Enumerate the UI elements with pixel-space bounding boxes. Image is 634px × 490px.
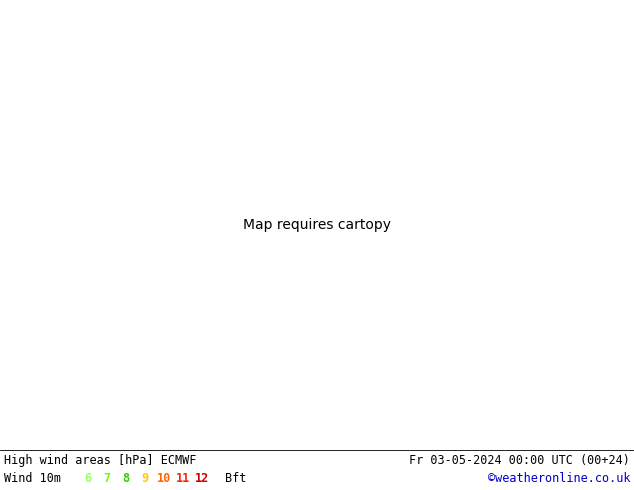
Text: ©weatheronline.co.uk: ©weatheronline.co.uk (488, 472, 630, 486)
Text: 9: 9 (141, 472, 148, 486)
Text: Wind 10m: Wind 10m (4, 472, 61, 486)
Text: High wind areas [hPa] ECMWF: High wind areas [hPa] ECMWF (4, 454, 197, 467)
Text: Map requires cartopy: Map requires cartopy (243, 218, 391, 232)
Text: 6: 6 (84, 472, 91, 486)
Text: Fr 03-05-2024 00:00 UTC (00+24): Fr 03-05-2024 00:00 UTC (00+24) (409, 454, 630, 467)
Text: 7: 7 (103, 472, 110, 486)
Text: Bft: Bft (225, 472, 247, 486)
Text: 8: 8 (122, 472, 129, 486)
Text: 12: 12 (195, 472, 209, 486)
Text: 11: 11 (176, 472, 190, 486)
Text: 10: 10 (157, 472, 171, 486)
